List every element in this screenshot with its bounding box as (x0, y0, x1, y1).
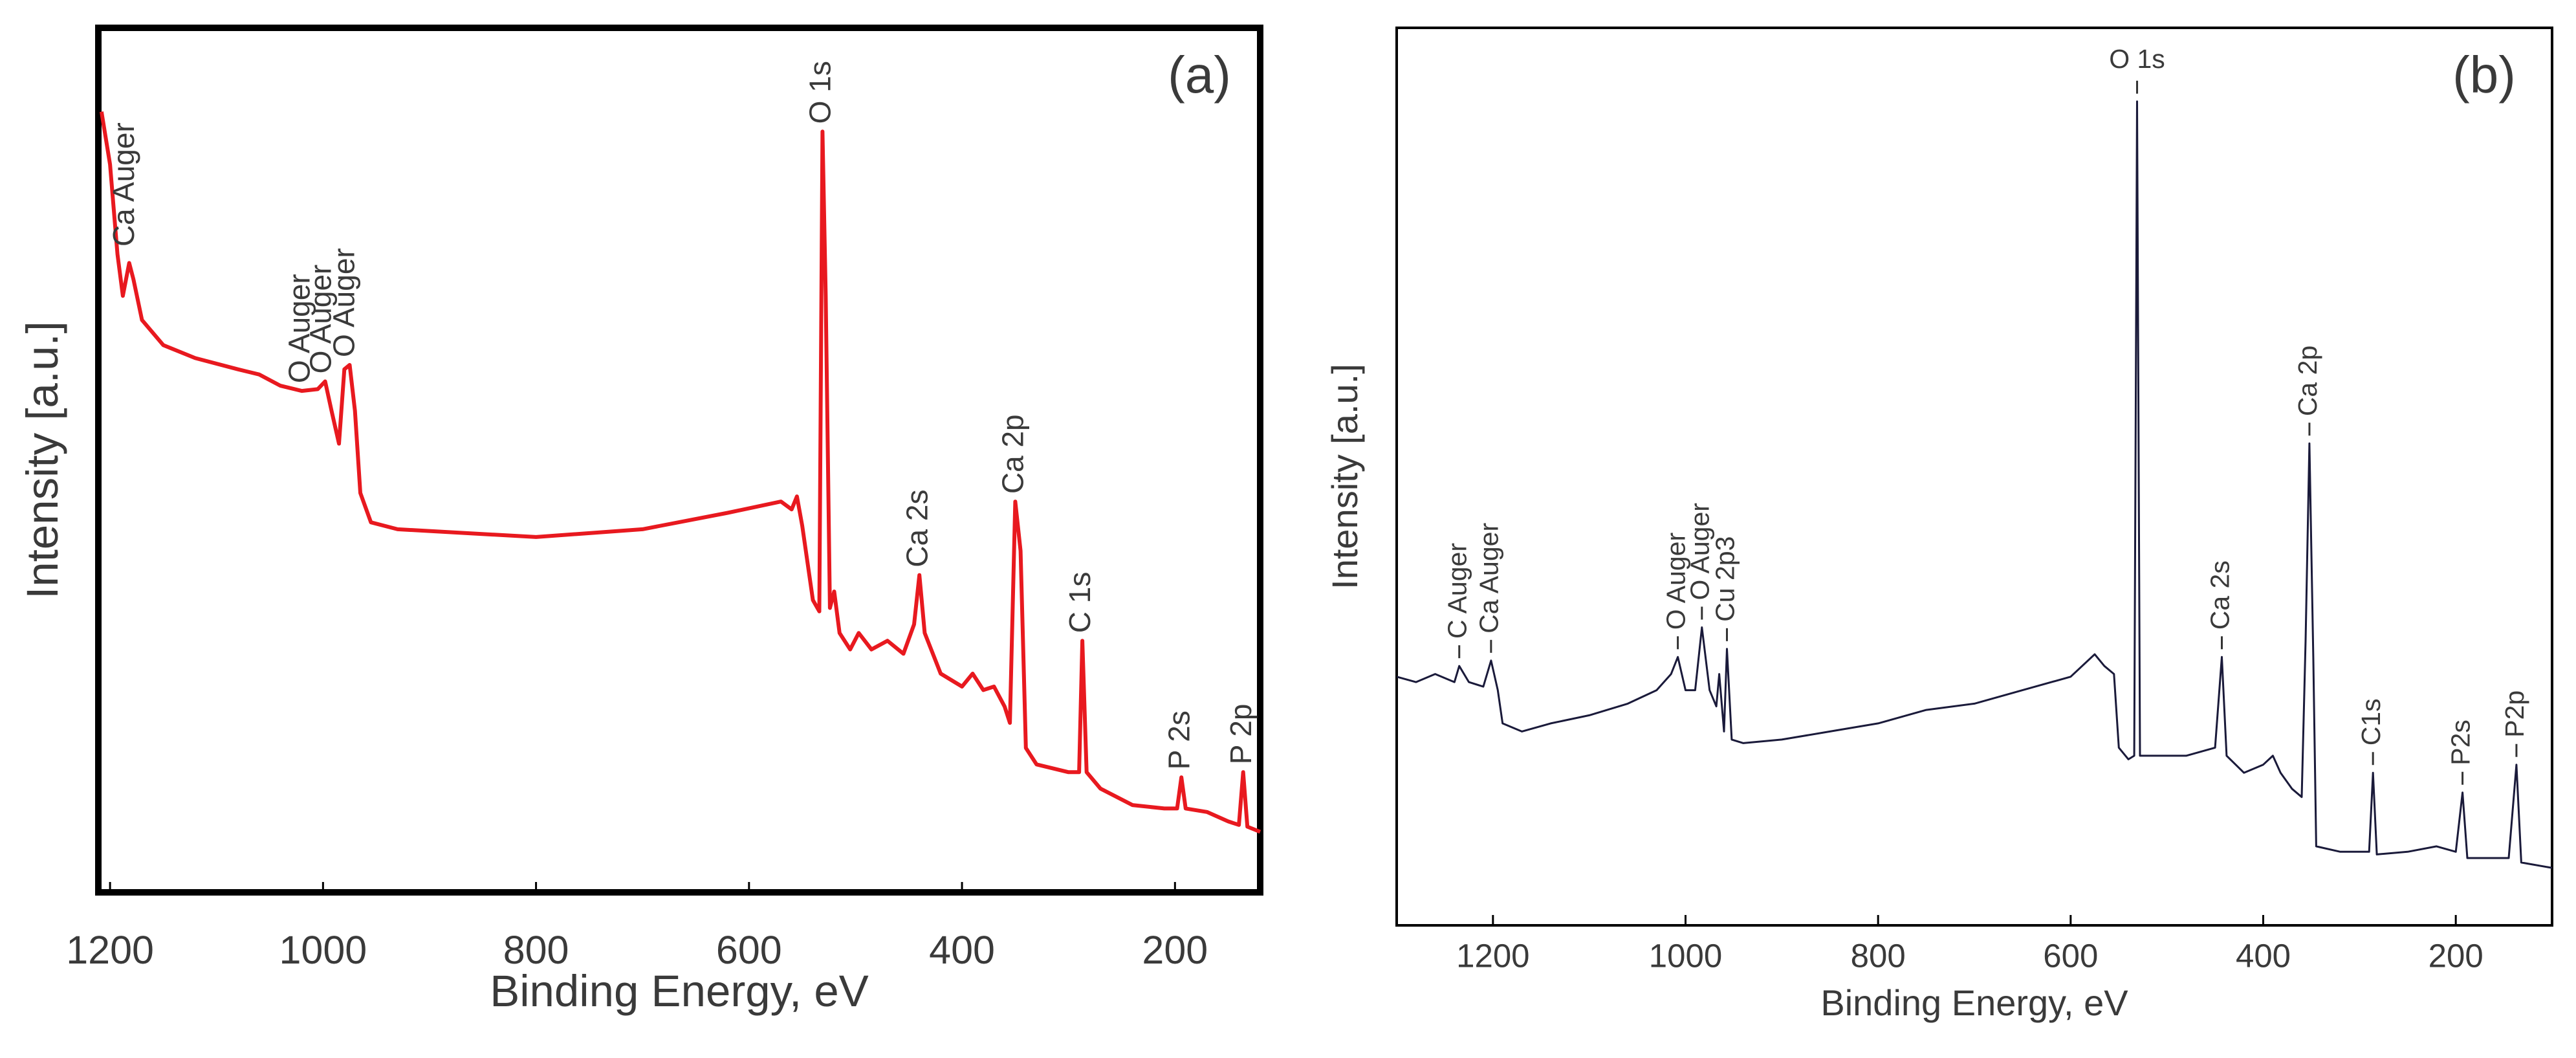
peak-label: O Auger (327, 248, 361, 357)
x-tick-label: 600 (716, 928, 782, 972)
peak-label: O Auger (1685, 503, 1715, 600)
x-tick-label: 1000 (279, 928, 367, 972)
plot-frame (95, 25, 1263, 896)
peak-label: O 1s (2109, 44, 2165, 74)
peak-label: Ca Auger (107, 122, 140, 247)
peak-label: Ca 2p (996, 414, 1030, 494)
peak-label: C1s (2356, 698, 2386, 745)
x-tick-label: 400 (929, 928, 995, 972)
x-tick-label: 800 (503, 928, 569, 972)
peak-label: Ca 2s (2205, 560, 2234, 630)
x-axis-label: Binding Energy, eV (490, 966, 869, 1016)
peak-label: Ca 2p (2293, 346, 2322, 416)
x-tick-label: 200 (2429, 937, 2483, 974)
x-tick-label: 400 (2236, 937, 2291, 974)
spectrum-line (99, 111, 1261, 834)
x-tick-label: 1000 (1649, 937, 1722, 974)
panel-label: (a) (1168, 46, 1231, 104)
peak-label: Ca Auger (1474, 523, 1504, 634)
peak-label: O Auger (283, 274, 316, 383)
x-tick-label: 1200 (66, 928, 154, 972)
peak-label: Ca 2s (900, 490, 933, 568)
y-axis-label: Intensity [a.u.] (1324, 364, 1365, 590)
y-axis-label: Intensity [a.u.] (17, 321, 67, 599)
peak-label: C 1s (1063, 572, 1097, 634)
spectrum-line (1396, 100, 2553, 869)
peak-label: P 2p (1224, 703, 1258, 764)
x-tick-label: 200 (1142, 928, 1208, 972)
plot-frame (1395, 27, 2553, 927)
x-tick-label: 1200 (1456, 937, 1529, 974)
x-axis-label: Binding Energy, eV (1820, 982, 2128, 1023)
peak-label: P2p (2500, 690, 2529, 738)
x-tick-label: 600 (2043, 937, 2098, 974)
x-tick-label: 800 (1851, 937, 1906, 974)
panel-label: (b) (2452, 46, 2516, 104)
peak-label: P 2s (1162, 711, 1195, 769)
peak-label: O 1s (803, 61, 837, 124)
peak-label: O Auger (304, 265, 338, 374)
peak-label: O Auger (1661, 533, 1690, 630)
peak-label: P2s (2445, 720, 2475, 766)
peak-label: C Auger (1443, 543, 1472, 639)
peak-label: Cu 2p3 (1710, 536, 1740, 622)
